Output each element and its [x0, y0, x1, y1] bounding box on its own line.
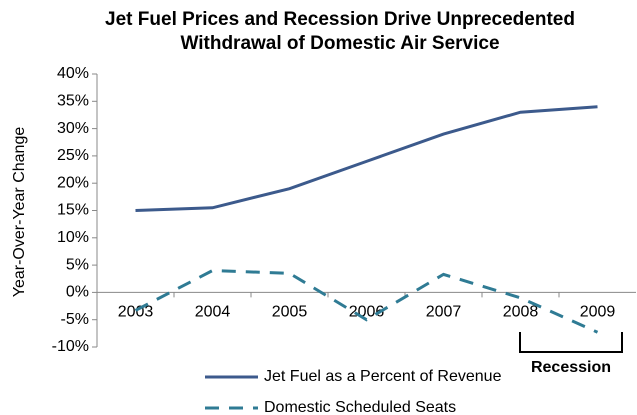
x-tick-label: 2008	[503, 304, 539, 321]
y-tick-label: 40%	[57, 65, 89, 82]
y-tick-label: 20%	[57, 174, 89, 191]
x-tick-label: 2003	[118, 304, 154, 321]
y-tick-label: 15%	[57, 202, 89, 219]
legend-label: Domestic Scheduled Seats	[264, 399, 456, 415]
annotation: Recession	[531, 359, 611, 376]
chart-title: Withdrawal of Domestic Air Service	[180, 33, 499, 54]
y-tick-label: 25%	[57, 147, 89, 164]
y-tick-label: 35%	[57, 93, 89, 110]
y-tick-label: 5%	[66, 256, 89, 273]
y-tick-label: 0%	[66, 284, 89, 301]
x-tick-label: 2004	[195, 304, 231, 321]
data-line	[135, 105, 598, 212]
chart-title: Jet Fuel Prices and Recession Drive Unpr…	[105, 9, 575, 30]
legend-label: Jet Fuel as a Percent of Revenue	[264, 368, 502, 385]
y-tick-label: -10%	[52, 338, 89, 355]
y-axis-label: Year-Over-Year Change	[11, 127, 28, 298]
data-line	[134, 269, 599, 334]
x-tick-label: 2006	[349, 304, 385, 321]
x-tick-label: 2009	[580, 304, 616, 321]
recession-bracket	[519, 332, 623, 353]
y-tick-label: -5%	[61, 311, 89, 328]
x-tick-label: 2007	[426, 304, 462, 321]
y-tick-label: 30%	[57, 120, 89, 137]
x-tick-label: 2005	[272, 304, 308, 321]
y-tick-label: 10%	[57, 229, 89, 246]
